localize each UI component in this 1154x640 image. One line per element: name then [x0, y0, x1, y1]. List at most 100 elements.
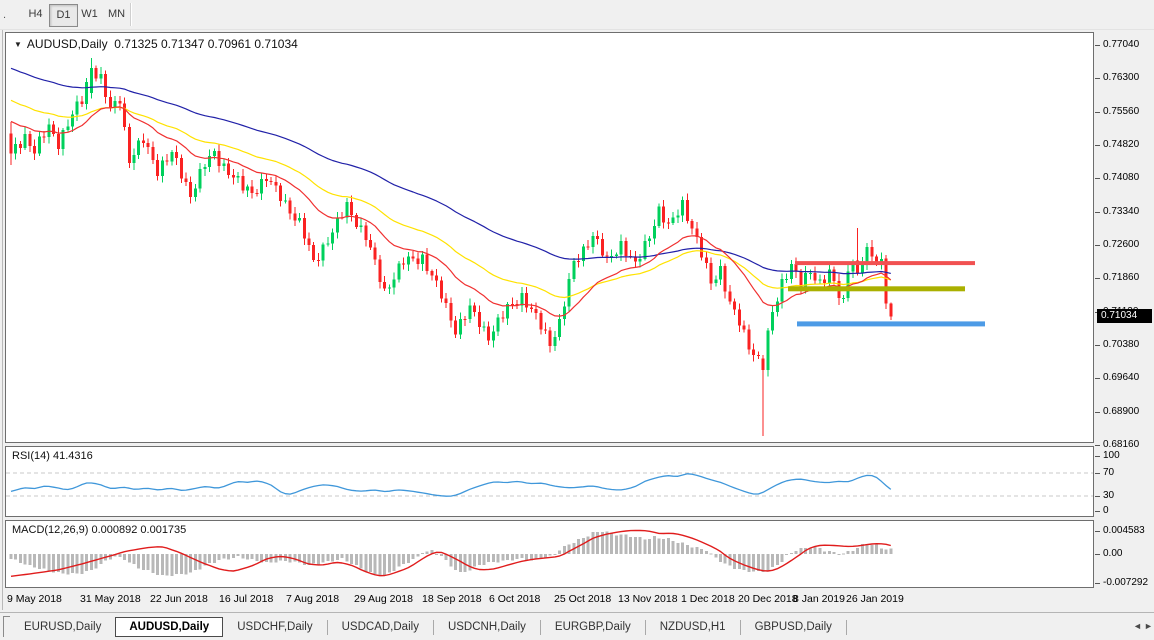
tab-nzdusd-h1[interactable]: NZDUSD,H1	[659, 621, 726, 633]
chart-tabbar: EURUSD,Daily AUDUSD,Daily USDCHF,Daily USDC…	[0, 612, 1154, 640]
price-axis-label: 0.70380	[1103, 339, 1140, 350]
toolbar-separator	[130, 3, 132, 26]
axis-tick	[1095, 473, 1100, 474]
price-axis-label: 0.77040	[1103, 39, 1140, 50]
axis-tick	[1095, 496, 1100, 497]
tab-separator	[644, 619, 646, 635]
price-chart-panel[interactable]: ▼ AUDUSD,Daily 0.71325 0.71347 0.70961 0.…	[5, 32, 1094, 443]
resistance-line-red[interactable]	[795, 261, 975, 266]
date-axis-label: 26 Jan 2019	[846, 593, 904, 605]
rsi-axis-label: 70	[1103, 467, 1115, 478]
tab-separator	[432, 619, 434, 635]
macd-indicator-panel[interactable]: MACD(12,26,9) 0.000892 0.001735	[5, 520, 1094, 588]
chart-title: ▼ AUDUSD,Daily 0.71325 0.71347 0.70961 0.…	[14, 37, 298, 51]
axis-tick	[1095, 531, 1100, 532]
date-axis-label: 1 Dec 2018	[681, 593, 735, 605]
candlestick-chart-surface[interactable]	[6, 33, 1093, 442]
macd-axis-label: 0.00	[1103, 548, 1123, 559]
axis-tick	[1095, 78, 1100, 79]
current-price-tag: 0.71034	[1097, 309, 1152, 323]
rsi-indicator-panel[interactable]: RSI(14) 41.4316	[5, 446, 1094, 517]
price-axis-label: 0.72600	[1103, 239, 1140, 250]
axis-tick	[1095, 112, 1100, 113]
rsi-axis-label: 30	[1103, 490, 1115, 501]
date-axis-label: 22 Jun 2018	[150, 593, 208, 605]
timeframe-toolbar: . H4 D1 W1 MN	[0, 0, 1154, 30]
axis-tick	[1095, 345, 1100, 346]
date-axis-label: 6 Oct 2018	[489, 593, 541, 605]
tab-separator	[739, 619, 741, 635]
chart-symbol-label: AUDUSD,Daily	[26, 37, 108, 51]
timeframe-button-H4[interactable]: H4	[28, 8, 43, 20]
axis-tick	[1095, 178, 1100, 179]
window-left-edge	[2, 30, 3, 610]
axis-tick	[1095, 245, 1100, 246]
support-line-blue[interactable]	[797, 321, 985, 327]
macd-axis-label: -0.007292	[1103, 577, 1149, 588]
symbol-dropdown-icon[interactable]: ▼	[14, 40, 22, 49]
tabs-scroll-left-icon[interactable]: ◄	[1133, 621, 1142, 631]
date-axis-label: 29 Aug 2018	[354, 593, 413, 605]
price-axis[interactable]: 0.77040 0.76300 0.75560 0.74820 0.74080 0.733…	[1095, 32, 1154, 610]
tabbar-edge-fragment	[3, 616, 10, 637]
timeframe-button-MN[interactable]: MN	[107, 8, 126, 20]
ma-fast-red	[10, 106, 892, 317]
timeframe-button-W1[interactable]: W1	[81, 8, 98, 20]
tab-audusd-daily[interactable]: AUDUSD,Daily	[115, 617, 224, 637]
macd-chart-surface[interactable]	[6, 521, 1093, 587]
price-axis-label: 0.71860	[1103, 272, 1140, 283]
axis-tick	[1095, 278, 1100, 279]
tab-eurgbp-daily[interactable]: EURGBP,Daily	[554, 621, 631, 633]
date-axis-label: 31 May 2018	[80, 593, 141, 605]
support-line-olive[interactable]	[788, 286, 965, 292]
price-axis-label: 0.76300	[1103, 72, 1140, 83]
axis-tick	[1095, 45, 1100, 46]
axis-tick	[1095, 145, 1100, 146]
rsi-axis-label: 100	[1103, 450, 1120, 461]
date-axis-label: 8 Jan 2019	[793, 593, 845, 605]
date-axis-label: 18 Sep 2018	[422, 593, 482, 605]
tab-usdcnh-daily[interactable]: USDCNH,Daily	[447, 621, 526, 633]
tabs-scroll-right-icon[interactable]: ►	[1144, 621, 1153, 631]
price-axis-label: 0.68900	[1103, 406, 1140, 417]
date-axis-label: 20 Dec 2018	[738, 593, 798, 605]
tab-separator	[326, 619, 328, 635]
price-axis-label: 0.75560	[1103, 106, 1140, 117]
rsi-axis-label: 0	[1103, 505, 1109, 516]
price-axis-label: 0.74820	[1103, 139, 1140, 150]
price-axis-label: 0.74080	[1103, 172, 1140, 183]
timeframe-button-D1[interactable]: D1	[49, 4, 78, 27]
date-axis-label: 13 Nov 2018	[618, 593, 678, 605]
rsi-chart-surface[interactable]	[6, 447, 1093, 516]
tab-gbpusd-daily[interactable]: GBPUSD,Daily	[754, 621, 832, 633]
axis-tick	[1095, 456, 1100, 457]
tab-separator	[845, 619, 847, 635]
tab-usdcad-daily[interactable]: USDCAD,Daily	[341, 621, 419, 633]
axis-tick	[1095, 412, 1100, 413]
axis-tick	[1095, 554, 1100, 555]
price-axis-label: 0.73340	[1103, 206, 1140, 217]
macd-label: MACD(12,26,9) 0.000892 0.001735	[12, 524, 187, 536]
date-axis-label: 16 Jul 2018	[219, 593, 274, 605]
date-axis-label: 7 Aug 2018	[286, 593, 340, 605]
axis-tick	[1095, 445, 1100, 446]
price-axis-label: 0.69640	[1103, 372, 1140, 383]
tab-separator	[539, 619, 541, 635]
axis-tick	[1095, 212, 1100, 213]
price-axis-label: 0.68160	[1103, 439, 1140, 450]
axis-tick	[1095, 583, 1100, 584]
tab-eurusd-daily[interactable]: EURUSD,Daily	[24, 621, 102, 633]
rsi-label: RSI(14) 41.4316	[12, 450, 93, 462]
axis-tick	[1095, 511, 1100, 512]
date-axis-label: 25 Oct 2018	[554, 593, 612, 605]
chart-ohlc-values: 0.71325 0.71347 0.70961 0.71034	[114, 37, 298, 51]
ma-mid-yellow	[10, 99, 892, 299]
ma-slow-blue	[10, 67, 891, 275]
axis-tick	[1095, 378, 1100, 379]
macd-axis-label: 0.004583	[1103, 525, 1145, 536]
date-axis-label: 9 May 2018	[7, 593, 62, 605]
time-axis[interactable]: 9 May 2018 31 May 2018 22 Jun 2018 16 Jul 2…	[5, 591, 1094, 609]
toolbar-overflow-dot[interactable]: .	[3, 9, 7, 21]
tab-usdchf-daily[interactable]: USDCHF,Daily	[237, 621, 313, 633]
